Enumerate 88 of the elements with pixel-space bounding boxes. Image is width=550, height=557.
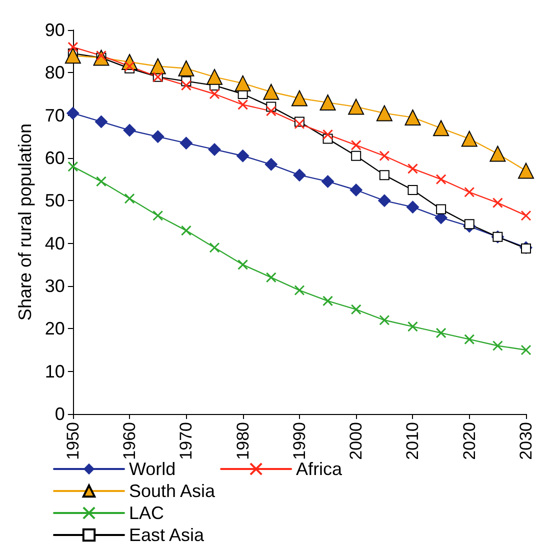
x-tick-label: 1990 <box>290 422 309 460</box>
point <box>350 304 362 315</box>
x-tick-label: 1980 <box>233 422 252 460</box>
point <box>209 242 220 253</box>
point <box>294 285 305 296</box>
point <box>407 163 418 174</box>
x-tick-label: 2000 <box>346 422 366 460</box>
point <box>322 129 334 140</box>
y-tick-label: 60 <box>44 148 65 168</box>
point <box>238 99 248 110</box>
point <box>404 109 421 126</box>
point <box>209 88 220 100</box>
point <box>464 219 474 230</box>
y-tick-label: 50 <box>44 190 65 211</box>
point <box>518 162 534 179</box>
y-tick-label: 0 <box>54 404 65 424</box>
point <box>321 174 334 188</box>
point <box>66 106 80 120</box>
point <box>180 136 193 150</box>
point <box>264 158 278 171</box>
point <box>68 161 78 172</box>
point <box>351 150 362 161</box>
legend-label: Africa <box>296 459 344 479</box>
point <box>406 200 420 214</box>
x-tick-label: 2020 <box>460 422 479 460</box>
point <box>266 106 276 116</box>
point <box>263 84 280 100</box>
point <box>376 105 392 122</box>
y-tick-label: 80 <box>44 62 65 83</box>
point <box>94 115 108 128</box>
point <box>150 58 166 74</box>
point <box>379 314 390 326</box>
y-axis-title: Share of rural population <box>15 123 35 321</box>
point <box>490 146 506 162</box>
point <box>123 124 136 137</box>
y-tick-label: 30 <box>44 276 65 296</box>
point <box>379 170 390 180</box>
point <box>178 60 194 76</box>
point <box>294 118 305 130</box>
point <box>433 120 450 136</box>
point <box>208 142 222 156</box>
point <box>436 174 446 185</box>
y-tick-label: 90 <box>44 20 65 40</box>
point <box>320 94 336 111</box>
point <box>348 98 364 115</box>
point <box>492 340 503 351</box>
point <box>234 75 251 92</box>
point <box>350 140 362 150</box>
point <box>68 42 78 52</box>
point <box>464 186 475 198</box>
point <box>151 130 164 144</box>
x-tick-label: 1950 <box>63 422 82 460</box>
y-tick-label: 40 <box>44 233 65 254</box>
point <box>461 130 478 147</box>
point <box>236 149 250 162</box>
y-tick-label: 70 <box>44 105 65 126</box>
point <box>238 259 248 270</box>
point <box>180 225 192 236</box>
x-tick-label: 1970 <box>176 422 196 460</box>
point <box>350 184 363 196</box>
point <box>492 198 503 208</box>
point <box>464 334 475 345</box>
point <box>379 150 390 162</box>
point <box>436 204 446 214</box>
legend-label: World <box>129 459 176 479</box>
point <box>292 168 306 182</box>
point <box>378 194 391 208</box>
legend-label: LAC <box>129 503 164 523</box>
point <box>152 210 164 221</box>
point <box>436 328 446 338</box>
point <box>64 48 81 64</box>
legend-label: East Asia <box>129 525 206 545</box>
legend-label: South Asia <box>129 481 216 501</box>
x-tick-label: 1960 <box>120 422 140 460</box>
x-tick-label: 2010 <box>403 422 422 460</box>
point <box>266 272 276 283</box>
point <box>291 90 308 106</box>
y-tick-label: 20 <box>44 318 65 339</box>
point <box>322 296 334 306</box>
y-tick-label: 10 <box>44 361 65 382</box>
point <box>520 344 532 356</box>
point <box>206 68 223 85</box>
point <box>96 176 106 187</box>
point <box>180 80 192 91</box>
x-tick-label: 2030 <box>516 422 536 460</box>
point <box>520 210 532 221</box>
point <box>407 321 418 332</box>
point <box>124 193 135 204</box>
